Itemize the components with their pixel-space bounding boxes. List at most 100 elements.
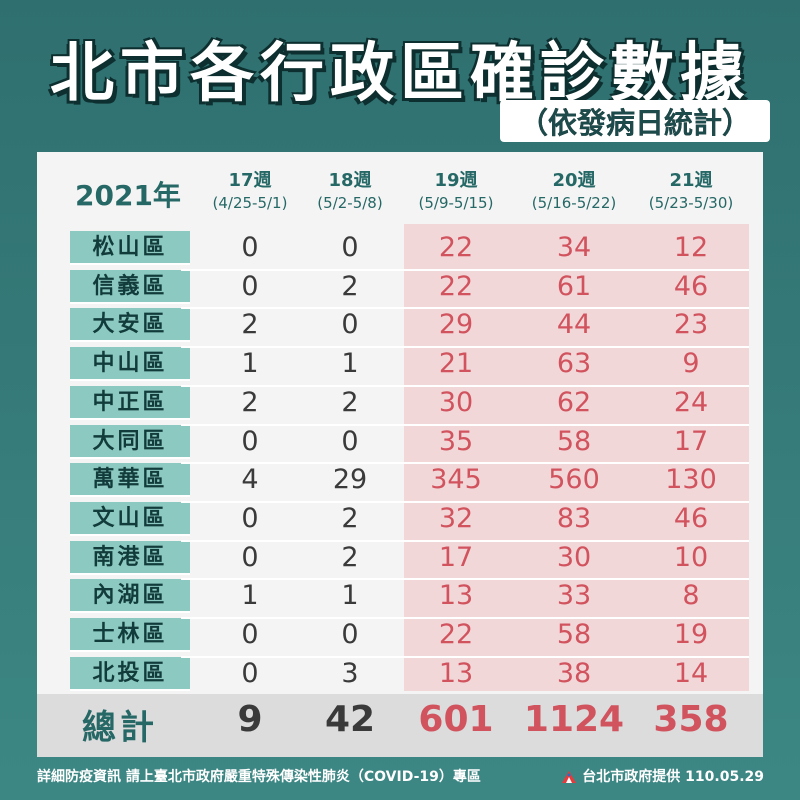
table-cell: 29 (332, 464, 368, 496)
table-cell: 61 (556, 270, 592, 302)
row-divider (181, 346, 749, 349)
table-cell: 62 (556, 386, 592, 418)
table-cell: 58 (556, 425, 592, 457)
table-cell: 8 (682, 580, 700, 612)
table-cell: 22 (438, 619, 474, 650)
footer-info: 詳細防疫資訊 請上臺北市政府嚴重特殊傳染性肺炎（COVID-19）專區 (37, 769, 481, 785)
table-cell: 0 (341, 425, 359, 457)
column-date-range: (5/23-5/30) (648, 194, 734, 212)
table-cell: 29 (438, 309, 474, 341)
table-cell: 2 (341, 502, 359, 534)
table-cell: 33 (556, 580, 592, 612)
column-date-range: (5/16-5/22) (531, 194, 617, 212)
district-label: 中山區 (70, 347, 190, 382)
table-cell: 46 (673, 270, 709, 302)
column-header: 17週 (4/25-5/1) (185, 170, 315, 214)
row-divider (181, 423, 749, 426)
highlight-weeks-background (404, 224, 749, 691)
table-cell: 13 (438, 657, 474, 689)
district-label: 文山區 (70, 501, 190, 536)
table-cell: 17 (673, 425, 709, 457)
table-cell: 30 (438, 386, 474, 418)
table-cell: 2 (341, 386, 359, 418)
table-cell: 130 (665, 464, 717, 496)
table-cell: 2 (241, 386, 259, 418)
total-cell: 601 (418, 699, 494, 740)
table-cell: 3 (341, 657, 359, 689)
total-label: 總計 (82, 708, 158, 748)
row-divider (181, 539, 749, 542)
table-cell: 0 (241, 502, 259, 534)
table-cell: 14 (673, 657, 709, 689)
page-subtitle: （依發病日統計） (500, 100, 770, 142)
table-cell: 560 (548, 464, 600, 496)
table-cell: 345 (430, 464, 482, 496)
column-header: 19週 (5/9-5/15) (391, 170, 521, 214)
table-cell: 12 (673, 232, 709, 263)
table-cell: 35 (438, 425, 474, 457)
district-label: 信義區 (70, 269, 190, 304)
row-divider (181, 462, 749, 465)
column-week: 18週 (328, 170, 372, 191)
table-cell: 23 (673, 309, 709, 341)
column-date-range: (4/25-5/1) (212, 194, 288, 212)
table-cell: 32 (438, 502, 474, 534)
row-divider (181, 384, 749, 387)
data-table-panel: 2021年 總計 9 42 601 1124 358 17週 (4/25-5/1) 18週(… (37, 152, 763, 757)
table-cell: 34 (556, 232, 592, 263)
table-cell: 44 (556, 309, 592, 341)
table-cell: 24 (673, 386, 709, 418)
table-cell: 17 (438, 541, 474, 573)
total-cell: 42 (324, 699, 376, 740)
taipei-city-logo-icon (560, 769, 578, 785)
column-header: 21週 (5/23-5/30) (626, 170, 756, 214)
table-cell: 0 (241, 619, 259, 650)
column-week: 19週 (434, 170, 478, 191)
column-week: 20週 (552, 170, 596, 191)
table-cell: 4 (241, 464, 259, 496)
footer-credit-text: 台北市政府提供 110.05.29 (582, 769, 764, 785)
table-cell: 2 (341, 541, 359, 573)
table-cell: 46 (673, 502, 709, 534)
page-title: 北市各行政區確診數據 (50, 37, 750, 111)
column-date-range: (5/2-5/8) (317, 194, 383, 212)
district-label: 北投區 (70, 656, 190, 691)
table-cell: 0 (241, 270, 259, 302)
table-cell: 63 (556, 348, 592, 380)
total-cell: 358 (653, 699, 729, 740)
row-divider (181, 578, 749, 581)
table-cell: 22 (438, 232, 474, 263)
row-divider (181, 617, 749, 619)
table-cell: 22 (438, 270, 474, 302)
column-date-range: (5/9-5/15) (418, 194, 494, 212)
table-cell: 0 (241, 425, 259, 457)
table-cell: 1 (241, 348, 259, 380)
district-label: 萬華區 (70, 463, 190, 498)
column-week: 17週 (228, 170, 272, 191)
table-cell: 58 (556, 619, 592, 650)
table-cell: 83 (556, 502, 592, 534)
column-header: 18週 (5/2-5/8) (285, 170, 415, 214)
district-label: 內湖區 (70, 579, 190, 614)
table-cell: 0 (241, 232, 259, 263)
column-header: 20週 (5/16-5/22) (509, 170, 639, 214)
total-row: 總計 9 42 601 1124 358 (37, 694, 763, 757)
column-week: 21週 (669, 170, 713, 191)
table-cell: 30 (556, 541, 592, 573)
table-cell: 0 (241, 541, 259, 573)
district-label: 士林區 (70, 618, 190, 652)
table-cell: 0 (341, 619, 359, 650)
table-cell: 13 (438, 580, 474, 612)
total-cell: 9 (237, 699, 263, 740)
row-divider (181, 655, 749, 658)
table-cell: 0 (341, 309, 359, 341)
year-label: 2021年 (75, 179, 181, 212)
table-cell: 1 (241, 580, 259, 612)
table-cell: 1 (341, 348, 359, 380)
district-label: 中正區 (70, 385, 190, 420)
table-cell: 2 (341, 270, 359, 302)
table-cell: 9 (682, 348, 700, 380)
district-label: 南港區 (70, 540, 190, 575)
district-label: 松山區 (70, 231, 190, 265)
district-label: 大安區 (70, 308, 190, 343)
